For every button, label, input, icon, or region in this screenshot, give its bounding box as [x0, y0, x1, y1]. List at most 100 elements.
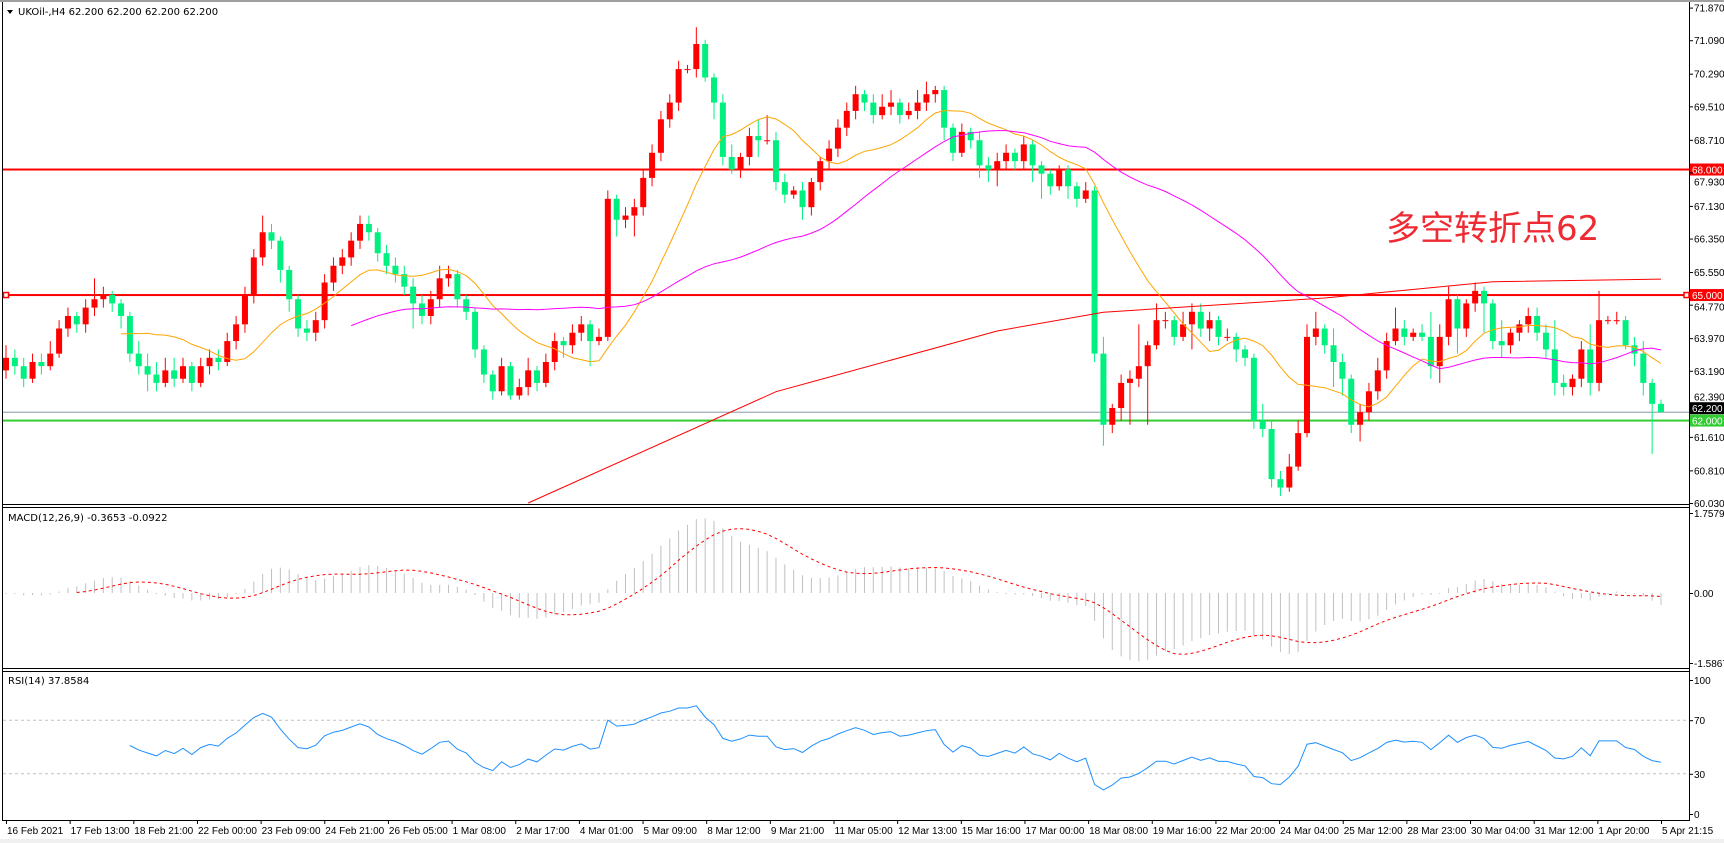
candle[interactable] [392, 257, 399, 283]
candle[interactable] [790, 186, 797, 199]
candle[interactable] [949, 123, 956, 162]
candle[interactable] [534, 366, 541, 392]
candle[interactable] [1445, 286, 1452, 346]
candle[interactable] [1604, 315, 1611, 325]
candle[interactable] [480, 345, 487, 383]
candle[interactable] [826, 140, 833, 170]
candle[interactable] [764, 115, 771, 145]
candle[interactable] [1312, 311, 1319, 346]
candle[interactable] [268, 223, 275, 250]
candle[interactable] [613, 194, 620, 237]
candle[interactable] [1233, 332, 1240, 362]
candle[interactable] [958, 123, 965, 157]
candle[interactable] [1436, 324, 1443, 383]
candle[interactable] [746, 127, 753, 166]
candle[interactable] [781, 173, 788, 203]
candle[interactable] [719, 94, 726, 166]
candle[interactable] [1100, 336, 1107, 446]
candle[interactable] [728, 144, 735, 174]
candle[interactable] [383, 244, 390, 275]
level-line-68.000[interactable] [3, 168, 1689, 171]
candle[interactable] [994, 152, 1001, 187]
candle[interactable] [834, 119, 841, 157]
candle[interactable] [852, 85, 859, 120]
candle[interactable] [1011, 148, 1018, 170]
candle[interactable] [135, 341, 142, 375]
candle[interactable] [1401, 320, 1408, 346]
candle[interactable] [1259, 403, 1266, 438]
candle[interactable] [896, 98, 903, 124]
candle[interactable] [888, 90, 895, 116]
candle[interactable] [578, 315, 585, 342]
candle[interactable] [985, 156, 992, 183]
candle[interactable] [631, 198, 638, 237]
pane-separator-rsi-top[interactable] [2, 668, 1690, 669]
candle[interactable] [365, 215, 372, 241]
candle[interactable] [1224, 328, 1231, 342]
candle[interactable] [1082, 182, 1089, 203]
candle[interactable] [1020, 136, 1027, 170]
candle[interactable] [808, 177, 815, 216]
candle[interactable] [250, 249, 257, 304]
candle[interactable] [401, 265, 408, 296]
candle[interactable] [171, 357, 178, 388]
candle[interactable] [507, 361, 514, 400]
candle[interactable] [180, 357, 187, 383]
candle[interactable] [817, 156, 824, 191]
candle[interactable] [1498, 320, 1505, 358]
candle[interactable] [843, 102, 850, 137]
price-pane[interactable] [2, 27, 1690, 504]
candle[interactable] [162, 357, 169, 388]
candle[interactable] [29, 353, 36, 383]
candle[interactable] [861, 90, 868, 111]
candle[interactable] [498, 357, 505, 396]
candle[interactable] [11, 349, 18, 375]
candle[interactable] [551, 332, 558, 371]
candle[interactable] [233, 315, 240, 350]
candle[interactable] [20, 357, 27, 388]
candle[interactable] [1419, 324, 1426, 342]
candle[interactable] [410, 278, 417, 329]
candle[interactable] [525, 357, 532, 396]
candle[interactable] [569, 324, 576, 354]
candle[interactable] [649, 144, 656, 187]
candle[interactable] [1480, 286, 1487, 333]
candle[interactable] [82, 299, 89, 333]
line-handle-left[interactable] [2, 291, 10, 299]
candle[interactable] [1029, 140, 1036, 183]
candle[interactable] [91, 278, 98, 316]
candle[interactable] [967, 127, 974, 149]
candle[interactable] [1578, 341, 1585, 388]
candle[interactable] [472, 307, 479, 358]
candle[interactable] [1392, 307, 1399, 346]
candle[interactable] [241, 286, 248, 333]
candle[interactable] [73, 311, 80, 333]
dropdown-triangle-icon[interactable] [7, 10, 13, 14]
candle[interactable] [1454, 295, 1461, 354]
candle[interactable] [109, 290, 116, 312]
candle[interactable] [1295, 420, 1302, 471]
candle[interactable] [799, 182, 806, 220]
candle[interactable] [1631, 336, 1638, 367]
candle[interactable] [1383, 332, 1390, 379]
candle[interactable] [224, 332, 231, 367]
candle[interactable] [1410, 328, 1417, 342]
candle[interactable] [1525, 307, 1532, 333]
candle[interactable] [1188, 303, 1195, 350]
rsi-pane[interactable] [3, 705, 1689, 791]
candle[interactable] [1003, 144, 1010, 170]
candle[interactable] [215, 349, 222, 371]
candle[interactable] [339, 249, 346, 275]
candle[interactable] [702, 39, 709, 82]
candle[interactable] [1215, 315, 1222, 346]
candle[interactable] [56, 320, 63, 358]
candle[interactable] [277, 236, 284, 283]
candle[interactable] [3, 345, 9, 379]
candle[interactable] [1551, 320, 1558, 396]
candle[interactable] [1489, 299, 1496, 350]
candle[interactable] [1596, 290, 1603, 392]
candle[interactable] [1427, 311, 1434, 379]
candle[interactable] [755, 119, 762, 157]
candle[interactable] [118, 299, 125, 329]
candle[interactable] [772, 131, 779, 191]
